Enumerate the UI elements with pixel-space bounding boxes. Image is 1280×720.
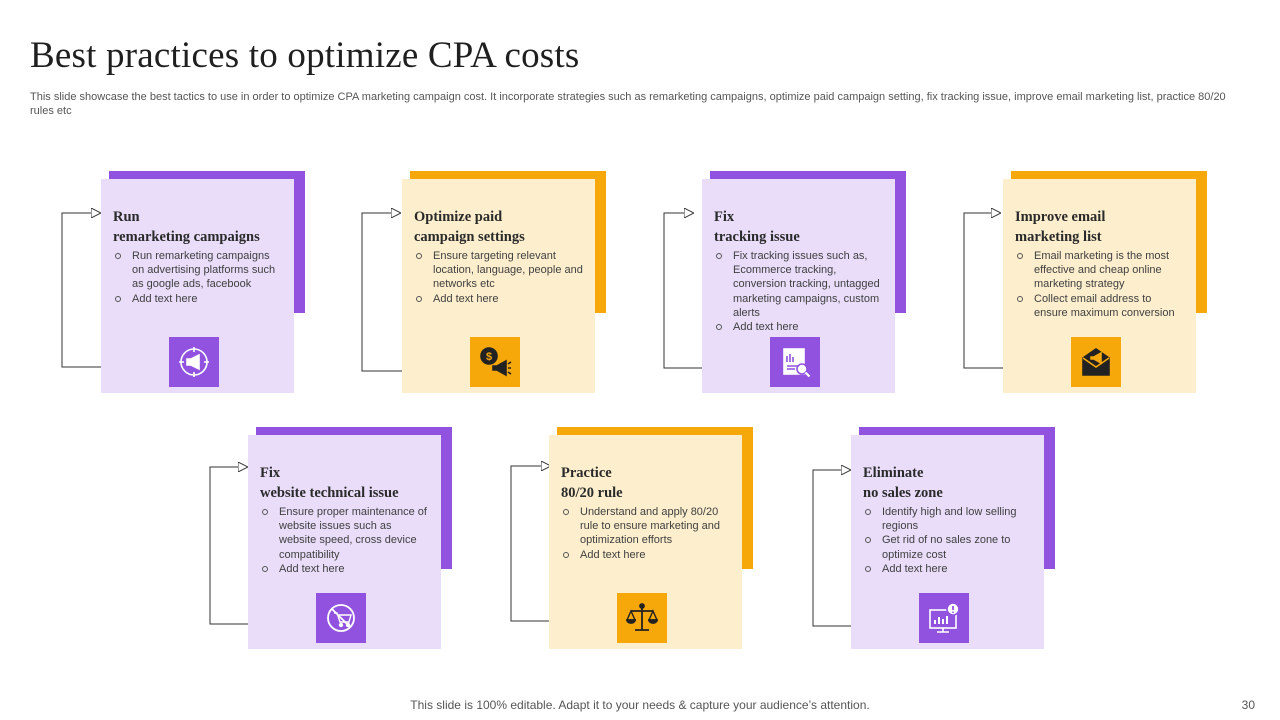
bullet-item: Add text here xyxy=(260,562,431,576)
card-title: Fix tracking issue xyxy=(714,209,800,245)
report-search-icon xyxy=(770,337,820,387)
card-panel: Optimize paid campaign settings Ensure t… xyxy=(402,179,595,393)
bullet-list: Fix tracking issues such as, Ecommerce t… xyxy=(714,249,885,334)
card-panel: Fix website technical issue Ensure prope… xyxy=(248,435,441,649)
card-title: Practice 80/20 rule xyxy=(561,465,623,501)
card-title: Fix website technical issue xyxy=(260,465,399,501)
bullet-list: Ensure proper maintenance of website iss… xyxy=(260,505,431,576)
card-panel: Improve email marketing list Email marke… xyxy=(1003,179,1196,393)
no-cart-icon xyxy=(316,593,366,643)
bullet-item: Add text here xyxy=(414,292,585,306)
bullet-list: Ensure targeting relevant location, lang… xyxy=(414,249,585,306)
chart-alert-icon xyxy=(919,593,969,643)
bullet-list: Run remarketing campaigns on advertising… xyxy=(113,249,284,306)
bullet-item: Add text here xyxy=(863,562,1034,576)
bullet-item: Ensure targeting relevant location, lang… xyxy=(414,249,585,292)
bullet-item: Run remarketing campaigns on advertising… xyxy=(113,249,284,292)
bullet-item: Collect email address to ensure maximum … xyxy=(1015,292,1186,320)
bullet-item: Identify high and low selling regions xyxy=(863,505,1034,533)
card-title: Eliminate no sales zone xyxy=(863,465,943,501)
card-improve-email: Improve email marketing list Email marke… xyxy=(1003,171,1207,393)
card-title: Improve email marketing list xyxy=(1015,209,1106,245)
bullet-list: Email marketing is the most effective an… xyxy=(1015,249,1186,320)
bullet-list: Understand and apply 80/20 rule to ensur… xyxy=(561,505,732,562)
card-optimize-paid-campaign: Optimize paid campaign settings Ensure t… xyxy=(402,171,606,393)
email-megaphone-icon xyxy=(1071,337,1121,387)
page-number: 30 xyxy=(1241,698,1255,712)
bullet-item: Fix tracking issues such as, Ecommerce t… xyxy=(714,249,885,320)
svg-text:$: $ xyxy=(486,351,492,363)
bullet-item: Add text here xyxy=(714,320,885,334)
bullet-item: Ensure proper maintenance of website iss… xyxy=(260,505,431,562)
bullet-list: Identify high and low selling regions Ge… xyxy=(863,505,1034,576)
card-fix-tracking: Fix tracking issue Fix tracking issues s… xyxy=(702,171,906,393)
balance-scale-icon xyxy=(617,593,667,643)
card-eliminate-no-sales: Eliminate no sales zone Identify high an… xyxy=(851,427,1055,649)
card-practice-80-20: Practice 80/20 rule Understand and apply… xyxy=(549,427,753,649)
slide-subtitle: This slide showcase the best tactics to … xyxy=(30,91,1226,117)
bullet-item: Get rid of no sales zone to optimize cos… xyxy=(863,533,1034,561)
bullet-item: Email marketing is the most effective an… xyxy=(1015,249,1186,292)
card-fix-website: Fix website technical issue Ensure prope… xyxy=(248,427,452,649)
bullet-item: Understand and apply 80/20 rule to ensur… xyxy=(561,505,732,548)
card-run-remarketing: Run remarketing campaigns Run remarketin… xyxy=(101,171,305,393)
slide-title: Best practices to optimize CPA costs xyxy=(30,35,580,76)
slide-footer: This slide is 100% editable. Adapt it to… xyxy=(410,698,870,712)
bullet-item: Add text here xyxy=(561,548,732,562)
card-title: Run remarketing campaigns xyxy=(113,209,260,245)
card-title: Optimize paid campaign settings xyxy=(414,209,525,245)
dollar-megaphone-icon: $ xyxy=(470,337,520,387)
bullet-item: Add text here xyxy=(113,292,284,306)
megaphone-target-icon xyxy=(169,337,219,387)
